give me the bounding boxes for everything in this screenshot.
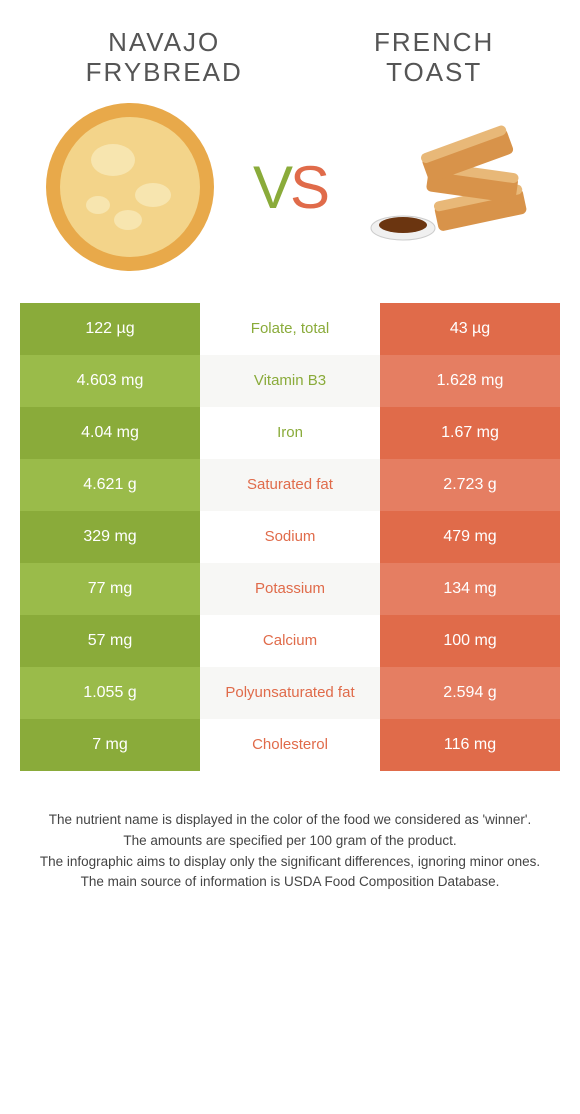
left-value-cell: 122 µg (20, 303, 200, 355)
right-value-cell: 479 mg (380, 511, 560, 563)
right-value-cell: 1.628 mg (380, 355, 560, 407)
left-food-title: NAVAJOFRYBREAD (86, 28, 243, 88)
right-value-cell: 116 mg (380, 719, 560, 771)
nutrient-label-cell: Calcium (200, 615, 380, 667)
header-titles: NAVAJOFRYBREAD FRENCHTOAST (0, 0, 580, 98)
footer-line: The infographic aims to display only the… (18, 853, 562, 872)
table-row: 4.621 gSaturated fat2.723 g (20, 459, 560, 511)
footer-line: The nutrient name is displayed in the co… (18, 811, 562, 830)
left-value-cell: 4.603 mg (20, 355, 200, 407)
nutrient-label-cell: Sodium (200, 511, 380, 563)
french-toast-image (360, 98, 540, 278)
nutrient-label-cell: Folate, total (200, 303, 380, 355)
right-value-cell: 2.723 g (380, 459, 560, 511)
table-row: 77 mgPotassium134 mg (20, 563, 560, 615)
nutrient-label-cell: Polyunsaturated fat (200, 667, 380, 719)
right-value-cell: 134 mg (380, 563, 560, 615)
nutrient-label-cell: Saturated fat (200, 459, 380, 511)
table-row: 1.055 gPolyunsaturated fat2.594 g (20, 667, 560, 719)
nutrient-label-cell: Cholesterol (200, 719, 380, 771)
left-value-cell: 57 mg (20, 615, 200, 667)
table-row: 4.603 mgVitamin B31.628 mg (20, 355, 560, 407)
left-value-cell: 1.055 g (20, 667, 200, 719)
right-value-cell: 1.67 mg (380, 407, 560, 459)
vs-label: VS (253, 153, 327, 222)
nutrient-label-cell: Iron (200, 407, 380, 459)
right-food-title: FRENCHTOAST (374, 28, 494, 88)
left-value-cell: 4.621 g (20, 459, 200, 511)
table-row: 7 mgCholesterol116 mg (20, 719, 560, 771)
left-value-cell: 329 mg (20, 511, 200, 563)
images-row: VS (0, 98, 580, 303)
left-value-cell: 77 mg (20, 563, 200, 615)
vs-s: S (290, 154, 327, 221)
comparison-table: 122 µgFolate, total43 µg4.603 mgVitamin … (20, 303, 560, 771)
vs-v: V (253, 154, 290, 221)
right-value-cell: 2.594 g (380, 667, 560, 719)
frybread-image (40, 98, 220, 278)
footer-notes: The nutrient name is displayed in the co… (0, 771, 580, 893)
nutrient-label-cell: Potassium (200, 563, 380, 615)
footer-line: The main source of information is USDA F… (18, 873, 562, 892)
right-value-cell: 43 µg (380, 303, 560, 355)
table-row: 4.04 mgIron1.67 mg (20, 407, 560, 459)
right-value-cell: 100 mg (380, 615, 560, 667)
nutrient-label-cell: Vitamin B3 (200, 355, 380, 407)
footer-line: The amounts are specified per 100 gram o… (18, 832, 562, 851)
table-row: 329 mgSodium479 mg (20, 511, 560, 563)
table-row: 122 µgFolate, total43 µg (20, 303, 560, 355)
table-row: 57 mgCalcium100 mg (20, 615, 560, 667)
left-value-cell: 4.04 mg (20, 407, 200, 459)
left-value-cell: 7 mg (20, 719, 200, 771)
